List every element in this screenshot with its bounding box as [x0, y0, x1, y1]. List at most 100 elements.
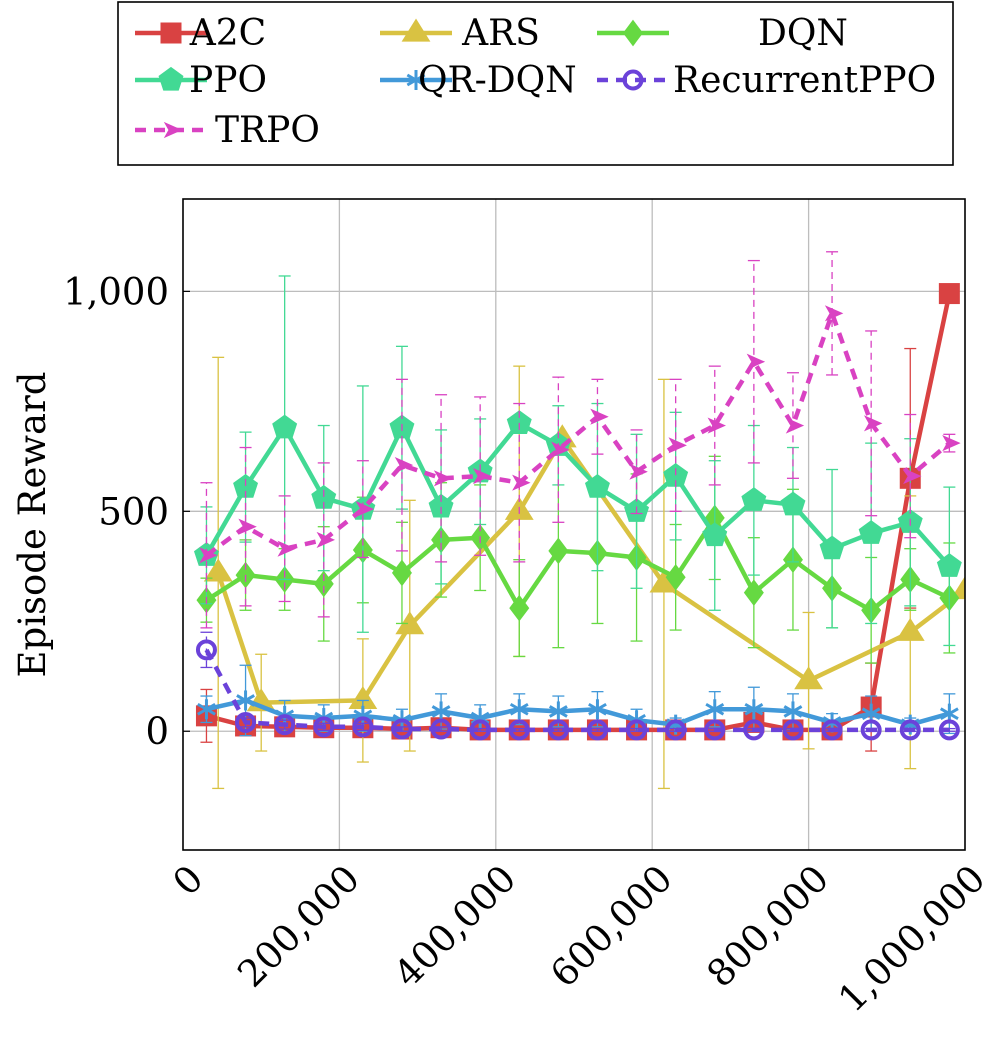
data-point-ars [203, 558, 233, 582]
grid [183, 199, 965, 850]
data-point-recurrentppo-shape [352, 716, 374, 738]
data-point-trpo-shape [903, 468, 922, 485]
data-point-recurrentppo [508, 719, 530, 741]
x-tick-label: 600,000 [542, 857, 681, 996]
data-point-ppo [702, 522, 728, 547]
series-line-qr-dqn [206, 698, 951, 727]
data-point-recurrentppo [313, 716, 335, 738]
legend-marker-ppo-shape [158, 66, 184, 91]
data-point-qr-dqn [197, 699, 216, 720]
series-recurrentppo [195, 631, 960, 741]
data-point-qr-dqn-shape [588, 702, 607, 716]
data-point-ppo [506, 410, 532, 434]
data-point-trpo [551, 441, 570, 458]
data-point-recurrentppo-shape [899, 719, 921, 741]
data-point-recurrentppo [743, 719, 765, 741]
data-point-trpo [824, 305, 844, 322]
series-dqn [196, 453, 960, 664]
data-point-dqn-shape [391, 559, 412, 587]
data-point-trpo [629, 463, 648, 480]
data-point-ppo [780, 491, 806, 516]
data-point-trpo-shape [707, 417, 727, 434]
data-point-trpo-shape [785, 417, 805, 434]
legend: A2C ARS DQN PPO QR-DQN RecurrentPPO TRPO [117, 1, 954, 166]
data-point-recurrentppo [586, 719, 608, 741]
data-point-ppo-shape [819, 535, 845, 560]
data-point-recurrentppo-shape [782, 719, 804, 741]
data-point-recurrentppo-shape [821, 719, 843, 741]
data-point-qr-dqn-shape [548, 705, 568, 718]
data-point-trpo [785, 417, 805, 434]
legend-label-ppo: PPO [189, 60, 267, 101]
data-point-ppo [584, 473, 610, 498]
data-point-ppo-shape [780, 491, 806, 516]
data-point-trpo-shape [512, 474, 531, 491]
data-point-recurrentppo-shape [860, 719, 882, 741]
data-point-trpo [472, 468, 492, 485]
legend-label-a2c: A2C [189, 13, 266, 54]
data-point-ppo [741, 487, 767, 511]
data-point-recurrentppo-shape [391, 718, 413, 740]
data-point-recurrentppo-shape [508, 719, 530, 741]
y-axis-label: Episode Reward [11, 372, 54, 678]
plot-frame [182, 198, 966, 851]
data-point-dqn-shape [743, 579, 764, 607]
x-tick-label: 1,000,000 [830, 857, 994, 1021]
data-point-trpo [590, 408, 609, 425]
data-point-trpo [668, 437, 687, 454]
data-point-ars-shape [794, 666, 824, 690]
data-point-ars-shape [895, 617, 925, 641]
data-point-qr-dqn-shape [744, 702, 764, 716]
data-point-dqn [509, 594, 530, 622]
data-point-ars-shape [950, 576, 965, 600]
data-point-ppo-shape [506, 410, 532, 434]
data-point-recurrentppo-shape [938, 719, 960, 741]
legend-marker-trpo-shape [163, 121, 183, 139]
data-point-recurrentppo [469, 719, 491, 741]
data-point-trpo-shape [746, 353, 766, 370]
data-point-ppo-shape [741, 487, 767, 511]
data-point-dqn [665, 563, 686, 591]
data-point-recurrentppo [547, 719, 569, 741]
series-line-ars [216, 436, 965, 705]
data-point-recurrentppo [899, 719, 921, 741]
data-point-qr-dqn [509, 699, 529, 720]
legend-label-recurrentppo: RecurrentPPO [673, 60, 936, 101]
legend-item-recurrentppo: RecurrentPPO [597, 60, 936, 101]
data-point-recurrentppo [938, 719, 960, 741]
data-point-trpo [903, 468, 922, 485]
data-point-ppo-shape [584, 473, 610, 498]
legend-marker-recurrentppo-shape [622, 69, 644, 91]
data-point-qr-dqn-shape [861, 707, 881, 720]
legend-marker-a2c [160, 22, 182, 44]
legend-marker-ars [401, 18, 431, 42]
data-point-ppo [819, 535, 845, 560]
legend-item-trpo: TRPO [135, 110, 320, 151]
y-tick-label: 0 [145, 710, 169, 753]
legend-label-dqn: DQN [758, 13, 848, 54]
legend-marker-trpo [163, 121, 183, 139]
data-point-a2c-shape [938, 283, 960, 305]
data-point-ars-shape [203, 558, 233, 582]
data-point-recurrentppo-shape [195, 639, 217, 661]
legend-marker-ppo [158, 66, 184, 91]
data-point-recurrentppo-shape [235, 711, 257, 733]
data-point-trpo-shape [629, 463, 648, 480]
legend-marker-qr-dqn [406, 70, 426, 90]
data-point-trpo-shape [824, 305, 844, 322]
y-tick-label: 1,000 [63, 270, 169, 313]
data-point-trpo [863, 415, 883, 432]
data-point-trpo-shape [238, 518, 257, 535]
data-point-trpo-shape [355, 501, 375, 518]
data-point-ars [794, 666, 824, 690]
data-point-ppo-shape [936, 553, 962, 577]
legend-label-trpo: TRPO [215, 110, 320, 151]
data-point-trpo [355, 501, 375, 518]
data-point-trpo [707, 417, 727, 434]
data-point-recurrentppo [352, 716, 374, 738]
legend-marker-ars-shape [401, 18, 431, 42]
legend-item-ppo: PPO [135, 60, 267, 101]
data-point-recurrentppo [665, 719, 687, 741]
data-point-recurrentppo [626, 719, 648, 741]
